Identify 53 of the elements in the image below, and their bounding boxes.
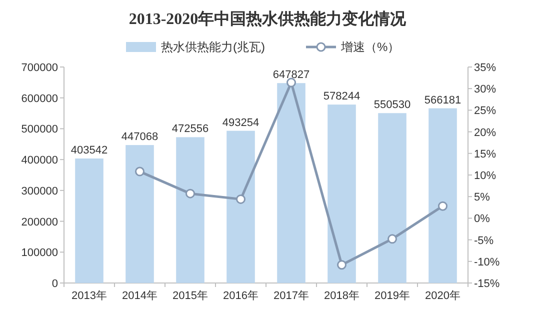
bar bbox=[378, 113, 406, 283]
bar bbox=[328, 104, 356, 283]
bar bbox=[226, 130, 255, 283]
y2-tick-label: 30% bbox=[474, 84, 496, 96]
y-tick-label: 600000 bbox=[21, 92, 58, 105]
y-tick-label: 500000 bbox=[21, 124, 58, 136]
data-label: 493254 bbox=[222, 116, 260, 129]
y2-tick-label: 0% bbox=[474, 213, 490, 226]
x-tick-label: 2015年 bbox=[172, 290, 208, 302]
y2-tick-label: -15% bbox=[474, 278, 500, 290]
y-tick-label: 400000 bbox=[21, 154, 58, 167]
y2-tick-label: 5% bbox=[474, 192, 490, 204]
data-label: 647827 bbox=[272, 69, 310, 82]
y2-tick-label: 25% bbox=[474, 105, 496, 118]
y-tick-label: 700000 bbox=[21, 62, 58, 74]
y2-tick-label: -5% bbox=[474, 234, 494, 247]
y2-tick-label: 20% bbox=[474, 126, 496, 139]
data-label: 472556 bbox=[172, 123, 209, 136]
y2-tick-label: -10% bbox=[474, 256, 500, 268]
y-tick-label: 0 bbox=[52, 278, 58, 290]
point bbox=[135, 166, 144, 176]
x-tick-label: 2013年 bbox=[72, 290, 107, 302]
data-label: 578244 bbox=[323, 90, 360, 103]
data-label: 403542 bbox=[70, 144, 108, 156]
x-tick-label: 2019年 bbox=[374, 290, 410, 302]
y-tick-label: 200000 bbox=[21, 216, 58, 228]
x-tick-label: 2018年 bbox=[324, 290, 360, 302]
bar bbox=[126, 145, 154, 283]
bar bbox=[75, 158, 104, 283]
point bbox=[286, 78, 296, 88]
x-tick-label: 2017年 bbox=[274, 290, 309, 302]
point bbox=[438, 201, 448, 211]
data-label: 447068 bbox=[121, 131, 158, 144]
point bbox=[388, 234, 397, 244]
point bbox=[337, 260, 346, 270]
y-tick-label: 100000 bbox=[21, 247, 58, 260]
y2-tick-label: 35% bbox=[474, 62, 496, 74]
data-label: 550530 bbox=[374, 99, 411, 112]
bar bbox=[277, 83, 306, 283]
x-tick-label: 2014年 bbox=[122, 290, 158, 302]
point bbox=[186, 188, 195, 198]
bar bbox=[176, 137, 204, 283]
y2-tick-label: 10% bbox=[474, 170, 496, 182]
point bbox=[236, 194, 246, 204]
bar bbox=[428, 108, 457, 283]
y2-tick-label: 15% bbox=[474, 148, 496, 160]
chart-title: 2013-2020年中国热水供热能力变化情况 bbox=[128, 10, 408, 28]
legend-label: 增速（%） bbox=[340, 40, 400, 54]
legend-label: 热水供热能力(兆瓦) bbox=[161, 40, 265, 54]
data-label: 566181 bbox=[424, 94, 462, 106]
x-tick-label: 2020年 bbox=[425, 290, 460, 302]
y-tick-label: 300000 bbox=[21, 185, 58, 198]
x-tick-label: 2016年 bbox=[223, 290, 258, 302]
